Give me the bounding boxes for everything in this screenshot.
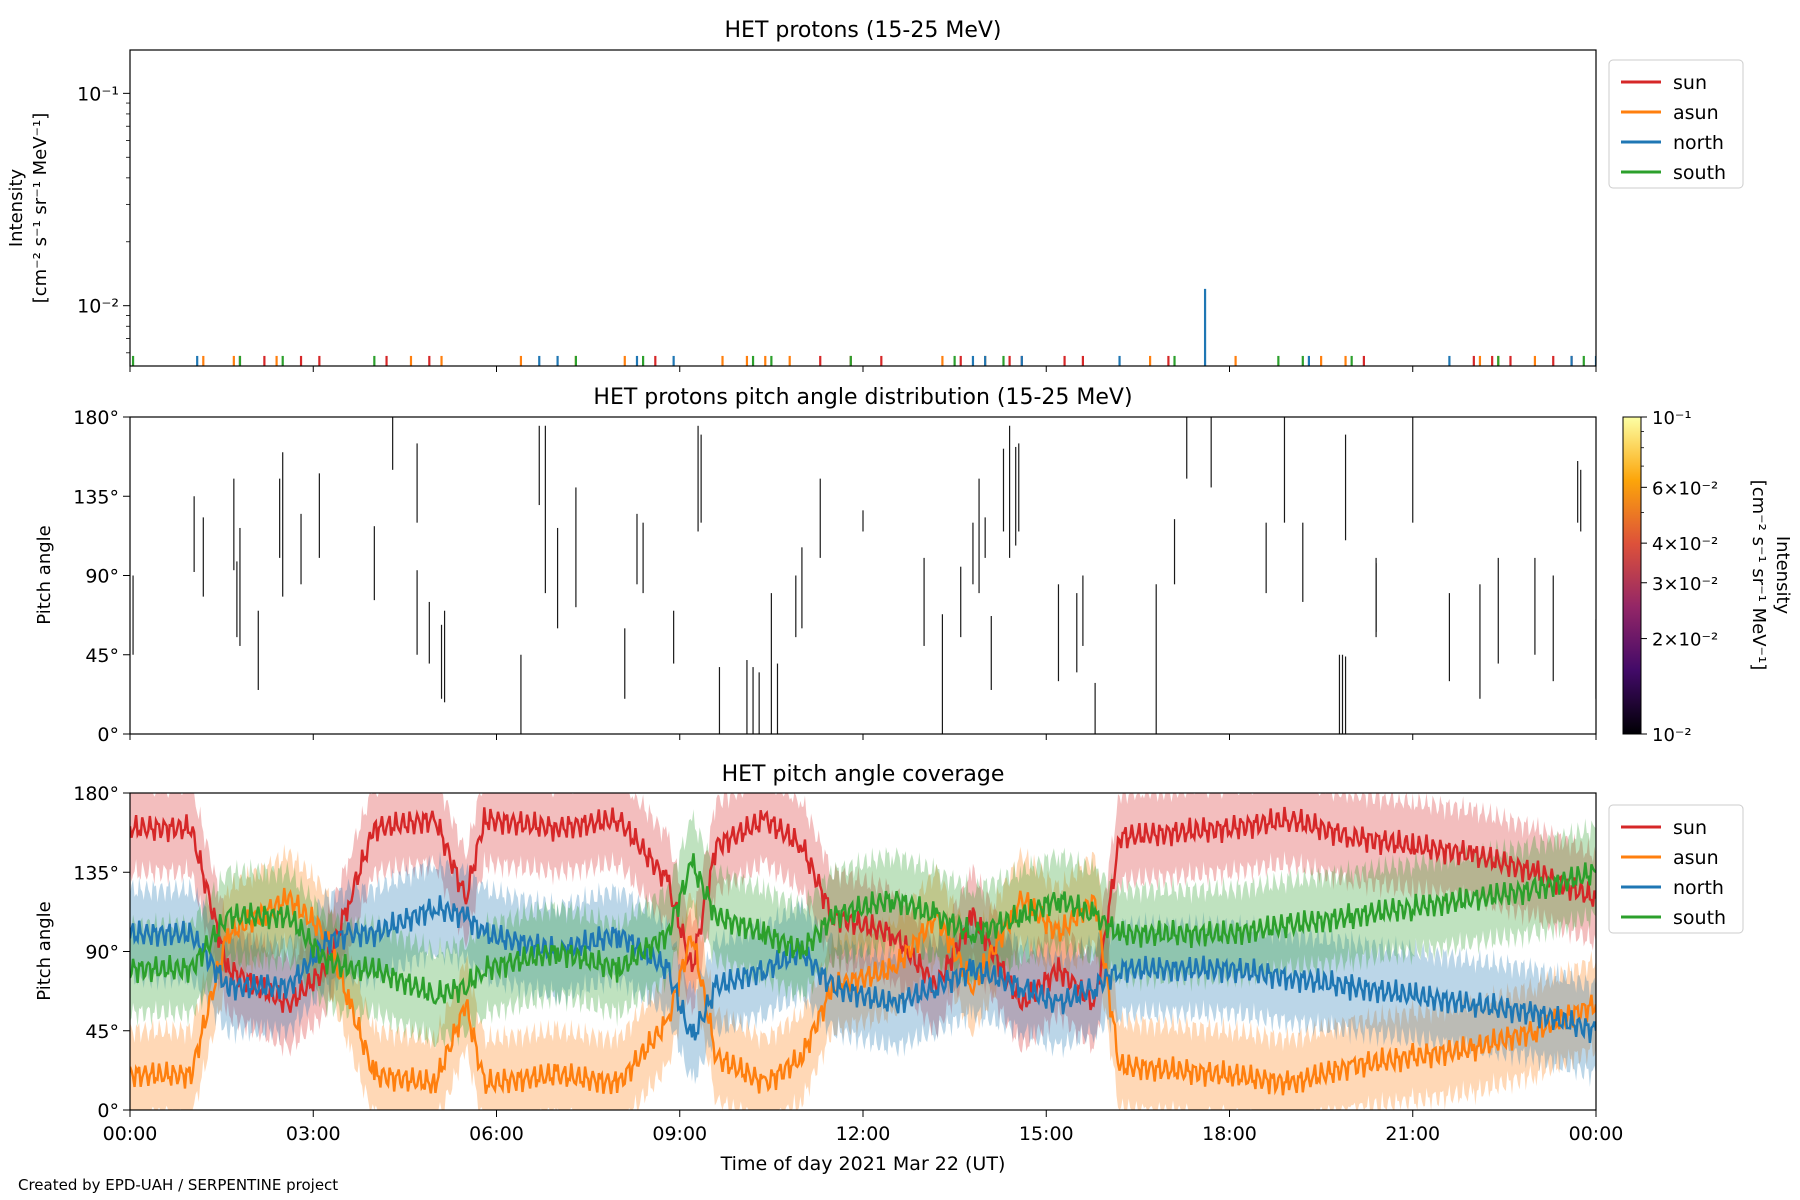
coverage-panel: HET pitch angle coverage 0° 45° 90° 135° 180… [34, 762, 1744, 1175]
legend-label-south: south [1673, 907, 1726, 929]
legend-label-north: north [1673, 132, 1724, 154]
intensity-ytick-label: 10⁻² [77, 296, 119, 318]
coverage-xtick-label: 00:00 [1569, 1123, 1624, 1145]
coverage-xtick-label: 09:00 [652, 1123, 707, 1145]
legend-box [1608, 59, 1744, 189]
legend-label-sun: sun [1673, 817, 1707, 839]
coverage-xtick-label: 06:00 [469, 1123, 524, 1145]
pad-ytick-label: 45° [85, 645, 119, 667]
intensity-plot-area [131, 288, 1596, 366]
pad-ytick-label: 135° [73, 486, 119, 508]
colorbar-tick-label: 6×10⁻² [1652, 478, 1718, 499]
colorbar-tick-label: 10⁻¹ [1652, 408, 1692, 429]
coverage-line-south [130, 853, 1596, 1005]
intensity-ylabel-line1: Intensity [6, 168, 27, 247]
coverage-line-asun [130, 887, 1596, 1096]
coverage-xtick-label: 18:00 [1202, 1123, 1257, 1145]
legend-label-south: south [1673, 162, 1726, 184]
intensity-axes: 10⁻¹ 10⁻² [77, 83, 1597, 372]
coverage-ylabel: Pitch angle [34, 901, 55, 1000]
colorbar [1622, 416, 1642, 735]
intensity-ylabel-line2: [cm⁻² s⁻¹ sr⁻¹ MeV⁻¹] [30, 113, 51, 304]
pad-ytick-label: 0° [97, 724, 119, 746]
coverage-ytick-label: 0° [97, 1100, 119, 1122]
coverage-title: HET pitch angle coverage [722, 762, 1005, 787]
coverage-ytick-label: 45° [85, 1021, 119, 1043]
legend-label-sun: sun [1673, 72, 1707, 94]
coverage-xtick-label: 03:00 [286, 1123, 341, 1145]
pad-axes: 0° 45° 90° 135° 180° [73, 407, 1597, 746]
legend-label-asun: asun [1673, 847, 1719, 869]
colorbar-tick-label: 3×10⁻² [1652, 574, 1718, 595]
colorbar-tick-label: 4×10⁻² [1652, 534, 1718, 555]
coverage-ytick-label: 90° [85, 942, 119, 964]
colorbar-tick-label: 10⁻² [1652, 725, 1692, 746]
coverage-xtick-label: 00:00 [103, 1123, 158, 1145]
coverage-xtick-label: 15:00 [1019, 1123, 1074, 1145]
coverage-line-sun [130, 806, 1596, 1013]
coverage-xlabel: Time of day 2021 Mar 22 (UT) [720, 1153, 1006, 1175]
coverage-ytick-label: 180° [73, 783, 119, 805]
coverage-axes: 0° 45° 90° 135° 180° 00:00 03:00 06:00 09:00 12:0… [73, 783, 1623, 1145]
pad-title: HET protons pitch angle distribution (15… [593, 385, 1132, 410]
colorbar-label-line2: [cm⁻² s⁻¹ sr⁻¹ MeV⁻¹] [1748, 480, 1769, 671]
colorbar-tick-label: 2×10⁻² [1652, 630, 1718, 651]
credit-text: Created by EPD-UAH / SERPENTINE project [18, 1176, 339, 1194]
pad-ytick-label: 180° [73, 407, 119, 429]
pad-ytick-label: 90° [85, 566, 119, 588]
coverage-plot-area [130, 793, 1596, 1110]
coverage-legend: sun asun north south [1608, 804, 1744, 934]
colorbar-label-line1: Intensity [1772, 536, 1793, 615]
coverage-xtick-label: 21:00 [1385, 1123, 1440, 1145]
legend-label-asun: asun [1673, 102, 1719, 124]
intensity-panel: HET protons (15-25 MeV) 10⁻¹ 10⁻² Intensi… [6, 18, 1744, 372]
coverage-band-north [130, 851, 1596, 1087]
pad-ylabel: Pitch angle [34, 525, 55, 624]
pad-panel: HET protons pitch angle distribution (15… [34, 385, 1793, 746]
intensity-ytick-label: 10⁻¹ [77, 83, 119, 105]
legend-label-north: north [1673, 877, 1724, 899]
coverage-line-north [130, 895, 1596, 1044]
pad-plot-area [132, 417, 1596, 734]
intensity-legend: sun asun north south [1608, 59, 1744, 189]
intensity-axes-frame [129, 49, 1597, 367]
coverage-xtick-label: 12:00 [836, 1123, 891, 1145]
legend-box [1608, 804, 1744, 934]
intensity-title: HET protons (15-25 MeV) [725, 18, 1002, 43]
colorbar-ticks: 10⁻² 2×10⁻² 3×10⁻² 4×10⁻² 6×10⁻² 10⁻¹ [1641, 408, 1718, 746]
coverage-ytick-label: 135° [73, 862, 119, 884]
